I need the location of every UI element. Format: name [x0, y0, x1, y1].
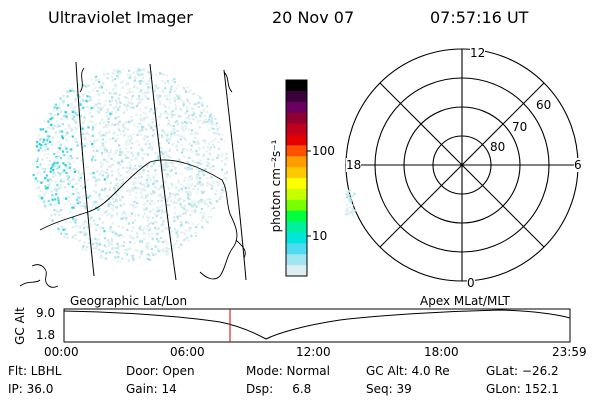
timeline-y-tick-high: 9.0	[36, 306, 56, 320]
altitude-curve	[63, 309, 571, 340]
info-mode: Mode: Normal	[246, 364, 330, 378]
mlt-label-0: 0	[467, 276, 475, 290]
timeline-x-tick-1200: 12:00	[296, 345, 331, 359]
polar-mlat-mlt-plot	[344, 48, 579, 282]
lat-label-70: 70	[512, 120, 528, 134]
lat-label-60: 60	[536, 98, 552, 112]
colorbar-gradient	[286, 80, 307, 277]
lat-label-80: 80	[490, 140, 506, 154]
colorbar	[285, 79, 311, 277]
date-label: 20 Nov 07	[272, 8, 355, 27]
info-dsp: Dsp: 6.8	[246, 382, 312, 396]
info-glon: GLon: 152.1	[486, 382, 559, 396]
timeline-x-tick-0000: 00:00	[44, 345, 79, 359]
orbit-altitude-timeline	[63, 308, 571, 343]
timeline-left-title: Geographic Lat/Lon	[70, 294, 188, 308]
aurora-emission	[32, 67, 228, 263]
timeline-x-tick-2359: 23:59	[552, 345, 587, 359]
info-gc-alt: GC Alt: 4.0 Re	[366, 364, 450, 378]
geographic-image	[19, 61, 247, 288]
info-filter: Flt: LBHL	[8, 364, 62, 378]
coastline	[19, 67, 246, 288]
colorbar-unit-label: photon cm⁻²s⁻¹	[269, 139, 283, 233]
timeline-x-tick-0600: 06:00	[170, 345, 205, 359]
mlt-label-12: 12	[470, 46, 486, 60]
mlt-label-6: 6	[574, 158, 582, 172]
mlt-label-18: 18	[346, 158, 362, 172]
instrument-title: Ultraviolet Imager	[48, 8, 193, 27]
info-gain: Gain: 14	[126, 382, 177, 396]
info-door: Door: Open	[126, 364, 195, 378]
colorbar-tick-100: 100	[312, 144, 335, 158]
timeline-y-tick-low: 1.8	[36, 328, 56, 342]
timeline-x-tick-1800: 18:00	[424, 345, 459, 359]
info-seq: Seq: 39	[366, 382, 412, 396]
timeline-right-title: Apex MLat/MLT	[420, 294, 510, 308]
timeline-y-label: GC Alt	[13, 307, 27, 345]
meridian-lines	[75, 61, 247, 281]
info-glat: GLat: −26.2	[486, 364, 559, 378]
polar-emission	[344, 189, 356, 216]
time-label: 07:57:16 UT	[430, 8, 529, 27]
info-ip: IP: 36.0	[8, 382, 54, 396]
colorbar-tick-10: 10	[312, 229, 328, 243]
